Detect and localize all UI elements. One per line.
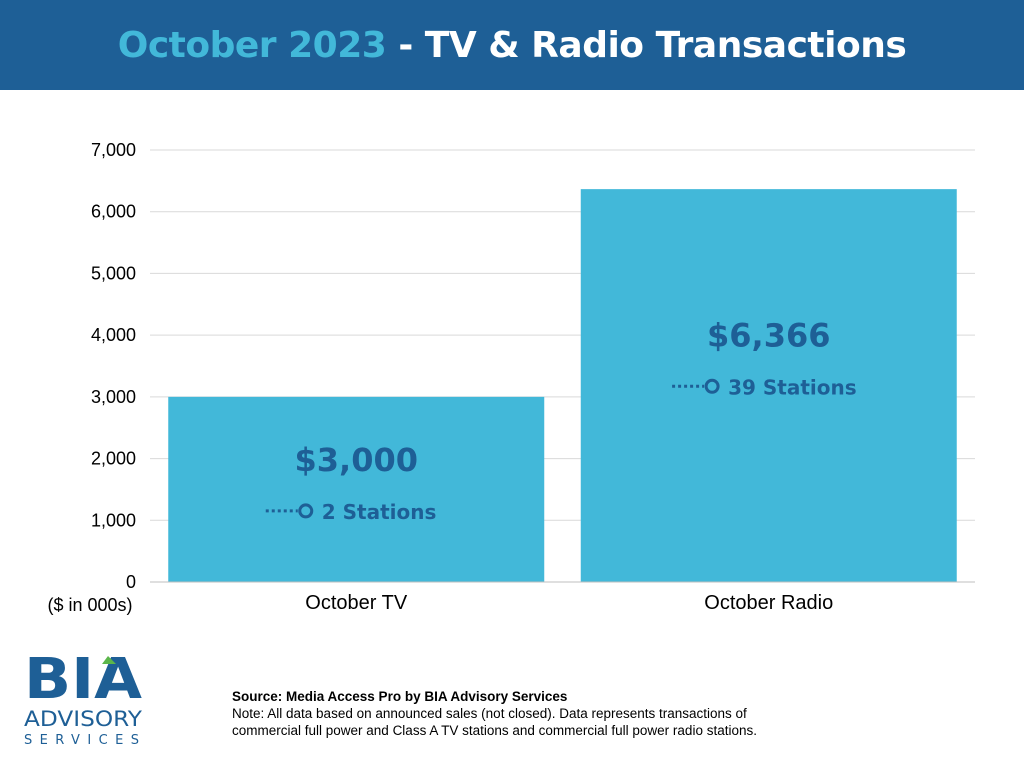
title-rest: - TV & Radio Transactions: [386, 24, 907, 66]
source-note: Source: Media Access Pro by BIA Advisory…: [232, 688, 1002, 739]
x-category-label: October Radio: [704, 592, 833, 614]
x-category-label: October TV: [305, 592, 408, 614]
logo-services-text: SERVICES: [24, 733, 142, 746]
station-marker-icon: [298, 503, 314, 519]
y-tick-label: 6,000: [91, 202, 136, 222]
y-axis-label: ($ in 000s): [47, 595, 132, 615]
station-count-label: 2 Stations: [322, 500, 437, 524]
title-highlight: October 2023: [117, 24, 387, 66]
note-line-2: commercial full power and Class A TV sta…: [232, 723, 757, 738]
logo-accent-mark: [102, 656, 116, 664]
bar-value-label: $3,000: [295, 441, 418, 479]
station-marker-icon: [704, 378, 720, 394]
y-tick-label: 0: [126, 572, 136, 592]
note-line-1: Note: All data based on announced sales …: [232, 706, 747, 721]
bar-chart: 0 1,000 2,000 3,000 4,000 5,000 6,000 7,000 $3,0…: [47, 140, 975, 615]
bia-logo: BIA ADVISORY SERVICES: [24, 647, 143, 746]
bar-tv: [168, 396, 545, 582]
bar-value-label: $6,366: [707, 316, 830, 354]
y-tick-label: 5,000: [91, 263, 136, 283]
y-tick-label: 7,000: [91, 140, 136, 160]
logo-advisory-text: ADVISORY: [24, 707, 142, 731]
y-tick-label: 1,000: [91, 510, 136, 530]
logo-bia-text: BIA: [24, 647, 143, 712]
y-tick-label: 4,000: [91, 325, 136, 345]
header-banner: October 2023 - TV & Radio Transactions: [0, 0, 1024, 90]
page-title: October 2023 - TV & Radio Transactions: [118, 25, 907, 66]
y-tick-label: 3,000: [91, 387, 136, 407]
y-tick-label: 2,000: [91, 449, 136, 469]
station-count-label: 39 Stations: [728, 375, 857, 399]
bar-radio: [580, 189, 957, 582]
source-line: Source: Media Access Pro by BIA Advisory…: [232, 689, 568, 704]
